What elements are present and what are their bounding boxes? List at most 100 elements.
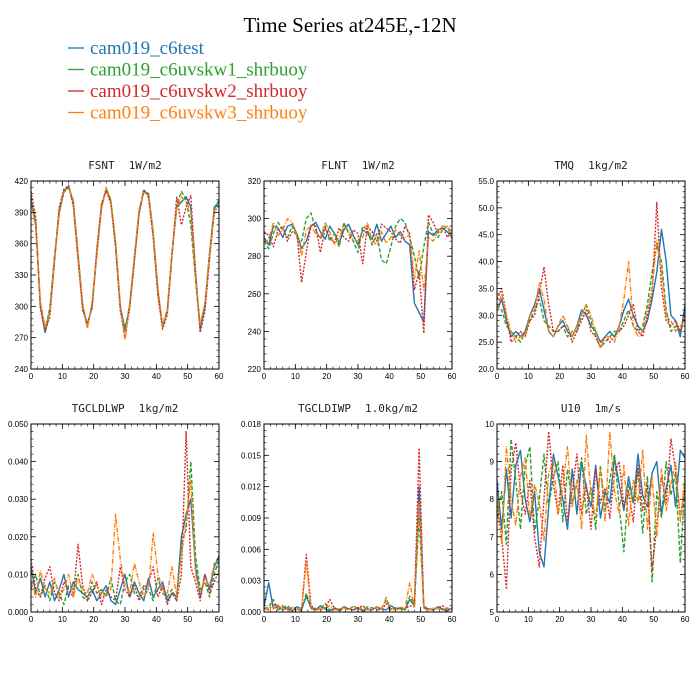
y-tick-label: 240 (15, 365, 29, 374)
y-tick-label: 320 (248, 177, 262, 186)
x-tick-label: 10 (58, 372, 67, 381)
x-tick-label: 60 (448, 372, 457, 381)
legend-item: cam019_c6uvskw1_shrbuoy (68, 60, 308, 81)
x-tick-label: 40 (152, 615, 161, 624)
x-tick-label: 10 (291, 615, 300, 624)
y-tick-label: 330 (15, 271, 29, 280)
panel-title: TMQ 1kg/m2 (554, 159, 628, 172)
y-tick-label: 25.0 (478, 338, 494, 347)
panel-title: FSNT 1W/m2 (88, 159, 162, 172)
x-tick-label: 10 (291, 372, 300, 381)
panel-title: TGCLDIWP 1.0kg/m2 (298, 402, 418, 415)
x-tick-label: 30 (587, 615, 596, 624)
y-tick-label: 220 (248, 365, 262, 374)
panel-title: FLNT 1W/m2 (321, 159, 395, 172)
axes-frame (496, 423, 686, 613)
y-tick-label: 10 (485, 420, 494, 429)
panel-fsnt: FSNT 1W/m2 0 10 20 30 40 50 60 240 270 300 330 360 390… (15, 159, 224, 381)
x-tick-label: 40 (385, 372, 394, 381)
panels: FSNT 1W/m20 10 20 30 40 50 60240270300330360390… (8, 159, 690, 624)
legend-item: cam019_c6uvskw2_shrbuoy (68, 81, 308, 102)
x-tick-label: 20 (555, 615, 564, 624)
y-tick-label: 30.0 (478, 311, 494, 320)
series-line-4 (31, 186, 219, 341)
axes-frame (263, 180, 453, 370)
series-line-1 (264, 221, 452, 323)
x-tick-label: 60 (681, 372, 690, 381)
panel-tmq: TMQ 1kg/m2 0 10 20 30 40 50 60 20.0 25.0 30.0 35.0 40… (478, 159, 690, 381)
series-line-2 (31, 460, 219, 606)
panel-unit: 1W/m2 (362, 159, 395, 172)
axes-frame (263, 423, 453, 613)
series-group (497, 430, 685, 591)
y-tick-label: 0.000 (8, 608, 29, 617)
panel-tgcldlwp: TGCLDLWP 1kg/m2 0 10 20 30 40 50 60 0.000 0.010 0.0… (8, 402, 224, 624)
x-tick-label: 50 (649, 615, 658, 624)
y-tick-label: 270 (15, 334, 29, 343)
panel-u10: U10 1m/s 0 10 20 30 40 50 60 5 6 7 8 9 10 (485, 402, 690, 624)
y-tick-label: 0.000 (241, 608, 262, 617)
y-tick-label: 6 (490, 570, 495, 579)
x-tick-label: 0 (495, 372, 500, 381)
x-tick-label: 30 (121, 372, 130, 381)
y-tick-label: 9 (490, 458, 495, 467)
series-line-1 (497, 449, 685, 568)
x-tick-label: 0 (262, 615, 267, 624)
legend-item: cam019_c6test (68, 38, 205, 59)
y-tick-label: 0.006 (241, 545, 262, 554)
series-group (497, 201, 685, 349)
y-tick-label: 35.0 (478, 284, 494, 293)
x-tick-label: 20 (322, 615, 331, 624)
series-line-1 (264, 485, 452, 612)
y-tick-label: 0.015 (241, 451, 262, 460)
x-tick-label: 10 (524, 615, 533, 624)
legend-label: cam019_c6test (90, 38, 205, 59)
x-tick-label: 20 (322, 372, 331, 381)
y-tick-label: 0.010 (8, 570, 29, 579)
figure-title: Time Series at245E,-12N (243, 13, 456, 37)
y-tick-label: 50.0 (478, 204, 494, 213)
series-group (31, 184, 219, 341)
series-line-3 (497, 430, 685, 591)
y-tick-label: 0.003 (241, 577, 262, 586)
y-tick-label: 7 (490, 533, 495, 542)
y-tick-label: 360 (15, 240, 29, 249)
panel-variable: FSNT (88, 159, 115, 172)
x-tick-label: 40 (618, 615, 627, 624)
legend-label: cam019_c6uvskw1_shrbuoy (90, 60, 308, 81)
x-tick-label: 30 (354, 372, 363, 381)
panel-variable: TGCLDIWP (298, 402, 351, 415)
y-tick-label: 0.050 (8, 420, 29, 429)
series-line-4 (497, 239, 685, 349)
legend: cam019_c6testcam019_c6uvskw1_shrbuoycam0… (68, 38, 308, 124)
y-tick-label: 280 (248, 252, 262, 261)
series-line-4 (497, 430, 685, 546)
legend-label: cam019_c6uvskw3_shrbuoy (90, 103, 308, 124)
x-tick-label: 50 (183, 372, 192, 381)
x-tick-label: 60 (681, 615, 690, 624)
panel-unit: 1m/s (595, 402, 622, 415)
y-tick-label: 0.009 (241, 514, 262, 523)
panel-unit: 1.0kg/m2 (365, 402, 418, 415)
y-tick-label: 0.020 (8, 533, 29, 542)
y-tick-label: 240 (248, 327, 262, 336)
series-group (31, 430, 219, 606)
panel-title: U10 1m/s (561, 402, 621, 415)
x-tick-label: 30 (587, 372, 596, 381)
panel-title: TGCLDLWP 1kg/m2 (72, 402, 179, 415)
y-tick-label: 55.0 (478, 177, 494, 186)
panel-unit: 1kg/m2 (139, 402, 179, 415)
x-tick-label: 30 (121, 615, 130, 624)
x-tick-label: 0 (262, 372, 267, 381)
legend-label: cam019_c6uvskw2_shrbuoy (90, 81, 308, 102)
x-tick-label: 10 (524, 372, 533, 381)
x-tick-label: 40 (385, 615, 394, 624)
panel-variable: U10 (561, 402, 581, 415)
y-tick-label: 0.030 (8, 495, 29, 504)
x-tick-label: 20 (89, 615, 98, 624)
y-tick-label: 40.0 (478, 258, 494, 267)
legend-item: cam019_c6uvskw3_shrbuoy (68, 103, 308, 124)
y-tick-label: 300 (248, 215, 262, 224)
y-tick-label: 300 (15, 302, 29, 311)
